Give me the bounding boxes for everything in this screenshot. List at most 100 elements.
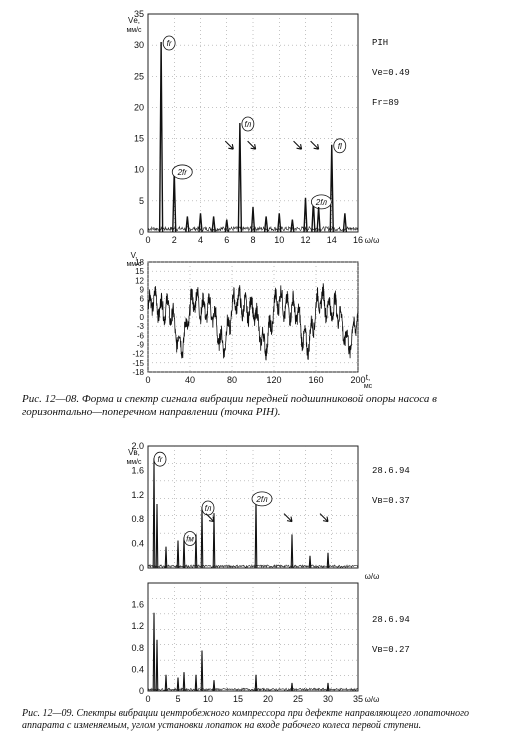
fig2-spectrum-top-peak-11 (326, 552, 330, 569)
fig2-spectrum-top-peak-label: fл (205, 504, 212, 513)
fig2-spectrum-top-peak-label: fr (158, 455, 163, 464)
fig1-spectrum-peak-label-circle (241, 116, 255, 132)
fig1-spectrum-x-tick-label: 0 (145, 235, 150, 245)
fig1-spectrum-peak-label-circle (162, 35, 176, 51)
fig2-spectrum-bottom-peak-9 (290, 682, 294, 692)
fig1-spectrum-y-tick-label: 20 (134, 102, 144, 112)
fig1-spectrum-y-tick-label: 10 (134, 165, 144, 175)
fig1-spectrum-peak-14 (316, 207, 321, 233)
fig1-waveform-y-axis-label: V, (131, 251, 138, 260)
fig2-spectrum-top-peak-label-circle (153, 451, 167, 467)
fig1-spectrum-x-tick-label: 14 (327, 235, 337, 245)
fig2-spectrum-top-peak-0 (152, 458, 156, 569)
fig1-spectrum-y-tick-label: 15 (134, 134, 144, 144)
fig1-spectrum-x-tick-label: 8 (250, 235, 255, 245)
fig1-spectrum-peak-12 (290, 219, 295, 233)
fig1-caption: Рис. 12—08. Форма и спектр сигнала вибра… (22, 393, 437, 418)
fig2-spectrum-bottom-peak-7 (212, 680, 216, 692)
fig1-spectrum-peak-11 (277, 213, 282, 233)
fig1-spectrum-peak-label: fl (338, 142, 342, 151)
fig2-spectrum-bottom-peak-10 (326, 682, 330, 692)
fig1-spectrum-x-tick-label: 16 (353, 235, 363, 245)
fig1-waveform-x-tick-label: 0 (145, 375, 150, 385)
fig1-spectrum-peak-2 (237, 122, 243, 233)
fig1-spectrum-y-axis-label: Vе, (128, 16, 140, 25)
fig1-waveform-x-axis-unit: мс (364, 383, 373, 390)
fig1-waveform-waveform-line (147, 283, 359, 361)
fig2-spectrum-bottom-peak-6 (200, 650, 204, 692)
fig2-spectrum-top-peak-7 (212, 513, 216, 569)
fig1-waveform-y-tick-label: 6 (140, 295, 145, 304)
fig2-spectrum-top-arrow (283, 513, 293, 523)
fig1-waveform-y-tick-label: -12 (132, 350, 144, 359)
fig1-spectrum-noise-floor (147, 225, 359, 232)
fig1-spectrum-chart: 0 5 10 15 20 25 30 35 0 2 4 6 8 10 12 14 16 Vе, мм/с ω/ω fr 2… (126, 9, 379, 245)
fig1-waveform-y-tick-label: -18 (132, 368, 144, 377)
fig1-waveform-x-tick-label: 200 (350, 375, 365, 385)
fig1-spectrum-x-tick-label: 12 (300, 235, 310, 245)
fig2-bottom-corner-line-1: 28.6.94 (372, 615, 410, 625)
fig2-top-corner-line-1: 28.6.94 (372, 466, 410, 476)
fig1-spectrum-arrow (310, 140, 320, 150)
fig2-spectrum-bottom-noise-floor (147, 687, 359, 692)
fig1-spectrum-peak-0 (158, 42, 164, 233)
fig2-spectrum-top-chart: 2.0 1.6 1.2 0.8 0.4 0 Vв, мм/с ω/ω fr fм fл 2fл (126, 441, 380, 580)
fig1-corner-line-2: Ve=0.49 (372, 68, 410, 78)
fig2-spectrum-top-peak-6 (200, 506, 204, 569)
fig2-spectrum-bottom-peak-3 (176, 677, 180, 692)
fig2-spectrum-bottom-chart: 1.6 1.2 0.8 0.4 00 5 10 15 20 25 30 35 ω/ω (131, 582, 380, 704)
fig2-spectrum-top-y-tick-label: 1.2 (131, 490, 144, 500)
fig1-spectrum-peak-label: 2fл (315, 198, 328, 207)
fig2-spectrum-top-y-tick-label: 0 (139, 563, 144, 573)
fig2-spectrum-bottom-x-axis-label: ω/ω (365, 695, 380, 704)
fig1-spectrum-peak-label: fл (245, 120, 252, 129)
fig1-waveform-y-tick-label: -6 (137, 331, 145, 340)
fig1-spectrum-peak-label-circle (171, 164, 193, 180)
fig1-waveform-y-tick-label: 15 (135, 267, 144, 276)
fig2-spectrum-bottom-peak-0 (152, 612, 156, 692)
fig2-bottom-corner-text: 28.6.94 Vв=0.27 (372, 595, 410, 665)
fig1-spectrum-peak-7 (211, 216, 216, 233)
fig2-spectrum-bottom-peak-4 (182, 672, 186, 692)
fig1-waveform-y-tick-label: -15 (132, 359, 144, 368)
fig2-spectrum-top-peak-label-circle (251, 491, 273, 507)
fig2-spectrum-bottom-y-tick-label: 0.8 (131, 643, 144, 653)
fig1-waveform-y-tick-label: 3 (140, 304, 145, 313)
fig1-spectrum-x-tick-label: 10 (274, 235, 284, 245)
fig1-spectrum-y-axis-unit: мм/с (126, 27, 142, 34)
fig1-waveform-x-tick-label: 80 (227, 375, 237, 385)
fig1-waveform-y-axis-unit: мм/с (126, 261, 142, 268)
fig1-spectrum-peak-9 (250, 207, 256, 233)
fig2-spectrum-top-y-axis-label: Vв, (128, 448, 140, 457)
fig1-spectrum-y-tick-label: 5 (139, 196, 144, 206)
fig1-spectrum-x-tick-label: 6 (224, 235, 229, 245)
fig1-waveform-y-tick-label: -9 (137, 341, 145, 350)
fig2-spectrum-top-x-axis-label: ω/ω (365, 572, 380, 580)
fig2-spectrum-top-arrow (205, 513, 215, 523)
fig2-spectrum-top-peak-9 (290, 534, 294, 569)
fig2-spectrum-bottom-x-tick-label: 5 (175, 694, 180, 704)
fig2-spectrum-bottom-x-tick-label: 35 (353, 694, 363, 704)
fig2-spectrum-top-y-tick-label: 1.6 (131, 465, 144, 475)
fig1-spectrum-arrow (293, 140, 303, 150)
fig2-bottom-corner-line-2: Vв=0.27 (372, 645, 410, 655)
fig2-spectrum-top-peak-5 (194, 534, 198, 569)
fig2-spectrum-bottom-y-tick-label: 1.6 (131, 600, 144, 610)
fig1-spectrum-y-tick-label: 25 (134, 71, 144, 81)
fig1-corner-line-1: PIH (372, 38, 389, 48)
fig2-spectrum-bottom-x-tick-label: 25 (293, 694, 303, 704)
fig1-spectrum-peak-8 (224, 219, 229, 233)
fig1-spectrum-y-tick-label: 35 (134, 9, 144, 19)
fig2-spectrum-top-peak-2 (164, 546, 168, 569)
fig2-spectrum-top-y-tick-label: 0.4 (131, 539, 144, 549)
fig2-spectrum-top-peak-10 (308, 555, 312, 569)
fig2-spectrum-bottom-x-tick-label: 20 (263, 694, 273, 704)
fig1-spectrum-peak-5 (185, 216, 190, 233)
fig2-spectrum-bottom-peak-8 (254, 674, 258, 692)
fig2-spectrum-top-arrow (319, 513, 329, 523)
fig2-spectrum-bottom-y-tick-label: 0 (139, 686, 144, 696)
fig2-spectrum-top-peak-1 (155, 503, 159, 569)
fig1-spectrum-x-tick-label: 4 (198, 235, 203, 245)
fig1-spectrum-arrow (224, 140, 234, 150)
fig1-waveform-y-tick-label: -3 (137, 322, 145, 331)
